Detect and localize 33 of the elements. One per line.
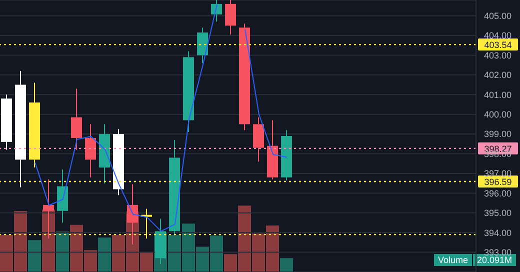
y-tick-label: 395.00 <box>484 208 512 218</box>
y-tick-label: 404.00 <box>484 30 512 41</box>
bar <box>56 232 69 272</box>
candlestick <box>197 27 208 64</box>
candlestick <box>99 124 110 184</box>
candlestick <box>211 0 222 22</box>
y-tick-label: 405.00 <box>484 10 512 21</box>
y-tick-label: 402.00 <box>484 70 512 80</box>
candlestick <box>281 130 292 181</box>
bar <box>98 238 111 272</box>
bar <box>28 240 41 272</box>
candlestick <box>239 23 250 131</box>
ref-line-label: 403.54 <box>484 40 512 50</box>
candlestick <box>71 88 82 150</box>
y-tick-label: 394.00 <box>484 228 512 238</box>
candlestick <box>85 124 96 178</box>
candlestick <box>253 116 264 162</box>
bar <box>280 258 293 272</box>
ref-line-label: 396.59 <box>484 177 512 188</box>
candlestick <box>225 0 236 35</box>
text: 20.091M <box>472 254 516 266</box>
annotation: Volume <box>434 254 472 266</box>
candlestick <box>113 128 124 196</box>
y-tick-label: 401.00 <box>484 90 512 100</box>
y-tick-label: 403.00 <box>484 50 512 60</box>
candlestick <box>29 82 40 168</box>
candlestick <box>57 169 68 224</box>
candlestick <box>1 94 12 150</box>
y-tick-label: 396.00 <box>484 188 512 198</box>
y-tick-label: 399.00 <box>484 129 512 140</box>
candlestick <box>15 70 26 188</box>
y-tick-label: 400.00 <box>484 110 512 120</box>
candlestick <box>267 120 278 180</box>
